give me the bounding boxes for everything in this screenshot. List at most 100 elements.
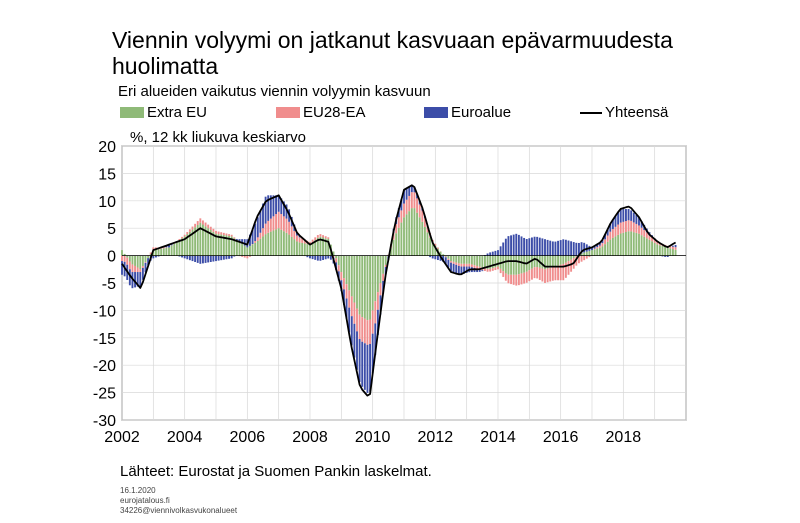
bar-eu28-ea xyxy=(564,262,567,278)
bar-euroalue xyxy=(332,257,335,264)
bar-euroalue xyxy=(520,236,523,256)
bar-eu28-ea xyxy=(672,246,674,250)
bar-euroalue xyxy=(348,307,351,333)
bar-extra-eu xyxy=(288,234,291,256)
bar-euroalue xyxy=(491,251,494,256)
bar-extra-eu xyxy=(653,242,656,256)
bar-extra-eu xyxy=(395,233,398,256)
bar-euroalue xyxy=(410,185,413,193)
bar-eu28-ea xyxy=(656,241,659,245)
bar-euroalue xyxy=(366,344,369,393)
footer-date: 16.1.2020 xyxy=(120,486,156,495)
bar-extra-eu xyxy=(215,233,217,256)
bar-eu28-ea xyxy=(598,245,601,248)
bar-extra-eu xyxy=(635,232,638,256)
bar-euroalue xyxy=(181,255,183,258)
bar-eu28-ea xyxy=(536,267,539,279)
bar-extra-eu xyxy=(619,233,622,256)
y-tick-label: -20 xyxy=(93,358,116,375)
bar-euroalue xyxy=(653,238,656,240)
bar-eu28-ea xyxy=(609,231,612,240)
bar-eu28-ea xyxy=(606,235,609,242)
bar-euroalue xyxy=(517,234,520,256)
bar-extra-eu xyxy=(384,255,387,265)
bar-eu28-ea xyxy=(421,210,424,222)
bar-extra-eu xyxy=(638,233,640,256)
bar-euroalue xyxy=(536,236,539,256)
bar-extra-eu xyxy=(207,228,210,256)
bar-euroalue xyxy=(251,229,254,245)
bar-euroalue xyxy=(168,244,170,248)
bar-extra-eu xyxy=(228,235,230,256)
bar-extra-eu xyxy=(486,255,489,269)
bar-euroalue xyxy=(408,186,411,196)
bar-euroalue xyxy=(400,198,403,211)
bar-extra-eu xyxy=(559,255,562,265)
bar-extra-eu xyxy=(562,255,565,264)
bar-eu28-ea xyxy=(512,274,515,285)
bar-extra-eu xyxy=(259,238,262,256)
bar-extra-eu xyxy=(168,247,170,256)
bar-extra-eu xyxy=(309,244,311,256)
bar-extra-eu xyxy=(175,241,178,256)
bar-extra-eu xyxy=(131,255,134,265)
bar-euroalue xyxy=(416,193,418,199)
bar-euroalue xyxy=(275,195,277,215)
bar-eu28-ea xyxy=(559,264,562,281)
bar-extra-eu xyxy=(499,255,502,269)
bar-eu28-ea xyxy=(243,255,246,258)
bar-extra-eu xyxy=(296,241,298,256)
bar-eu28-ea xyxy=(246,255,249,259)
bar-extra-eu xyxy=(183,236,186,256)
bar-extra-eu xyxy=(585,251,588,256)
bar-extra-eu xyxy=(627,231,630,256)
bar-euroalue xyxy=(363,343,366,390)
bar-eu28-ea xyxy=(619,222,622,234)
bar-euroalue xyxy=(301,237,304,239)
bar-eu28-ea xyxy=(319,234,322,237)
bar-eu28-ea xyxy=(392,232,395,240)
bar-eu28-ea xyxy=(533,267,536,279)
bar-extra-eu xyxy=(457,255,460,264)
bar-extra-eu xyxy=(520,255,523,274)
bar-euroalue xyxy=(209,255,212,262)
bar-extra-eu xyxy=(606,241,609,256)
bar-euroalue xyxy=(350,316,353,346)
bar-extra-eu xyxy=(546,255,549,269)
bar-euroalue xyxy=(651,235,653,237)
bar-extra-eu xyxy=(408,211,411,256)
bar-euroalue xyxy=(580,242,583,254)
bar-extra-eu xyxy=(658,245,661,256)
bar-eu28-ea xyxy=(366,320,369,345)
y-tick-label: 10 xyxy=(98,194,116,211)
bar-extra-eu xyxy=(403,217,405,256)
bar-extra-eu xyxy=(481,255,484,268)
bar-extra-eu xyxy=(366,255,369,321)
bar-eu28-ea xyxy=(429,233,432,238)
bar-euroalue xyxy=(327,255,330,259)
bar-eu28-ea xyxy=(128,261,131,270)
bar-euroalue xyxy=(515,233,518,256)
bar-extra-eu xyxy=(437,248,439,256)
bar-eu28-ea xyxy=(337,265,340,272)
bar-euroalue xyxy=(340,280,343,292)
bar-eu28-ea xyxy=(596,247,599,249)
bar-extra-eu xyxy=(356,255,358,309)
bar-euroalue xyxy=(447,259,450,268)
bar-euroalue xyxy=(481,270,484,272)
bar-eu28-ea xyxy=(413,192,416,209)
bar-eu28-ea xyxy=(604,239,606,245)
bar-extra-eu xyxy=(350,255,353,297)
bar-extra-eu xyxy=(280,229,283,256)
bar-extra-eu xyxy=(664,246,667,256)
bar-euroalue xyxy=(282,201,285,217)
bar-eu28-ea xyxy=(230,234,233,237)
bar-eu28-ea xyxy=(298,237,301,243)
bar-euroalue xyxy=(173,242,176,244)
bar-extra-eu xyxy=(202,224,204,256)
bar-extra-eu xyxy=(625,232,627,256)
bar-extra-eu xyxy=(604,244,606,256)
bar-euroalue xyxy=(452,263,455,273)
bar-eu28-ea xyxy=(290,226,293,237)
bar-eu28-ea xyxy=(134,265,136,273)
